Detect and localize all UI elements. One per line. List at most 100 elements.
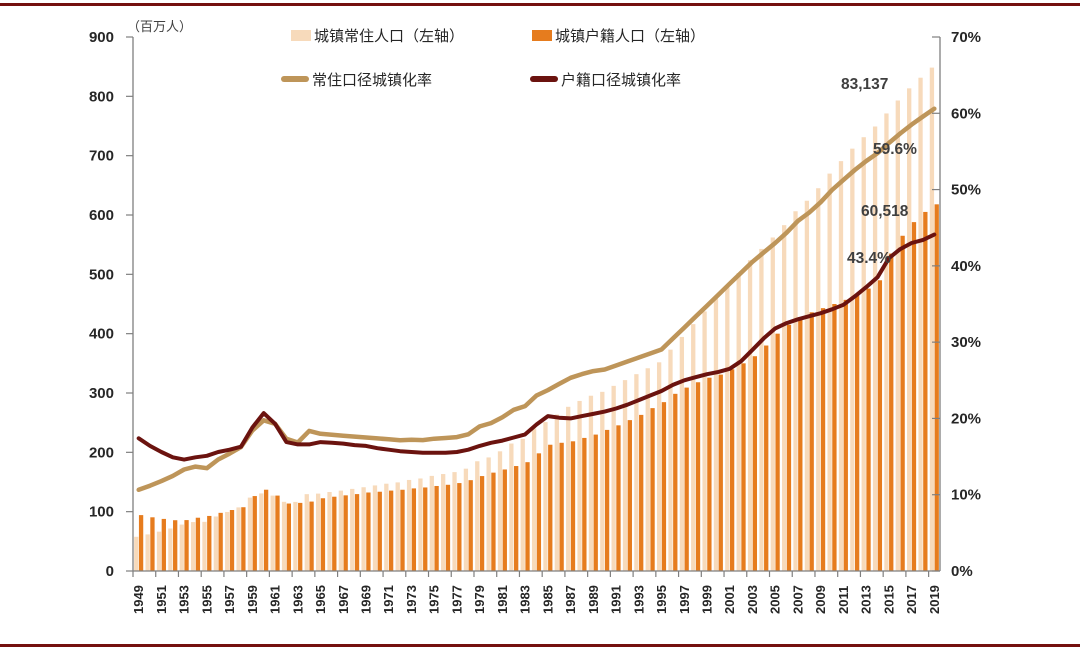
bar-hukou-population [877,280,883,571]
legend-label-hukou-bar: 城镇户籍人口（左轴） [555,27,706,45]
bar-hukou-population [525,462,530,571]
x-axis-year-label: 1985 [540,585,555,614]
annotation-hukou-population-value: 60,518 [861,203,909,220]
bar-permanent-population [793,211,798,572]
bar-hukou-population [332,496,337,571]
bar-permanent-population [679,336,685,571]
bar-hukou-population [138,515,144,571]
bar-permanent-population [327,492,332,571]
legend-swatch-permanent-bar [291,29,311,41]
bar-hukou-population [741,363,746,571]
left-axis-tick-label: 800 [89,88,114,105]
x-axis-year-label: 1975 [427,585,442,614]
x-axis-year-label: 1967 [336,585,351,614]
bar-permanent-population [168,528,173,571]
bar-permanent-population [213,516,218,571]
bar-hukou-population [616,425,621,571]
bar-permanent-population [668,349,673,571]
bar-permanent-population [497,451,503,571]
bar-hukou-population [366,492,371,571]
annotation-hukou-rate-value: 43.4% [847,250,891,267]
left-axis-tick-label: 700 [89,148,114,165]
legend-item-hukou-urbanization-rate: 户籍口径城镇化率 [530,69,681,89]
x-axis-year-label: 2005 [768,585,783,614]
bar-permanent-population [691,324,696,571]
top-divider [0,3,1080,6]
bar-hukou-population [434,485,439,571]
x-axis-year-label: 1995 [654,585,669,614]
bar-hukou-population [593,434,598,571]
bar-hukou-population [479,476,485,571]
bar-permanent-population [816,188,821,572]
bar-permanent-population [202,521,207,571]
bar-permanent-population [747,260,753,571]
bar-permanent-population [338,490,344,571]
bar-hukou-population [536,453,542,571]
bar-hukou-population [320,498,326,571]
left-axis-tick-label: 300 [89,385,114,402]
left-axis-tick-label: 200 [89,444,114,461]
x-axis-year-label: 1963 [290,585,305,614]
bar-hukou-population [298,502,303,571]
bar-permanent-population [520,438,525,571]
bar-hukou-population [923,211,928,571]
left-axis-tick-label: 0 [106,563,114,580]
bar-permanent-population [907,88,912,571]
bar-permanent-population [315,493,321,571]
bar-permanent-population [725,285,730,571]
x-axis-year-label: 1953 [177,585,192,614]
bar-permanent-population [577,400,582,571]
x-axis-year-label: 1993 [631,585,646,614]
x-axis-year-label: 2013 [859,585,874,614]
bar-hukou-population [400,489,405,571]
bar-hukou-population [661,402,667,571]
bar-permanent-population [929,67,935,571]
bar-permanent-population [918,77,923,571]
bar-hukou-population [820,308,826,571]
bar-permanent-population [713,298,719,571]
bar-hukou-population [457,483,462,571]
bar-hukou-population [263,489,269,571]
annotation-permanent-rate-value: 59.6% [873,141,917,158]
bar-hukou-population [207,515,212,571]
bar-hukou-population [275,495,280,571]
bar-permanent-population [838,161,844,571]
bar-hukou-population [229,510,235,571]
x-axis-year-label: 1973 [404,585,419,614]
bar-permanent-population [225,511,230,571]
left-axis-tick-label: 100 [89,504,114,521]
x-axis-year-label: 1991 [609,585,624,614]
bar-permanent-population [236,507,241,571]
bar-permanent-population [736,273,741,571]
bar-permanent-population [418,478,423,571]
right-axis-tick-label: 20% [951,410,981,427]
bar-hukou-population [173,520,178,571]
bar-hukou-population [786,324,792,571]
bar-permanent-population [429,475,434,571]
bar-hukou-population [911,222,917,571]
bar-permanent-population [179,524,184,571]
bar-hukou-population [468,480,473,571]
bar-hukou-population [752,356,758,571]
bar-hukou-population [377,491,382,571]
bar-hukou-population [843,299,848,571]
bar-permanent-population [850,148,855,571]
legend-item-urban-permanent-population: 城镇常住人口（左轴） [291,25,464,45]
bar-hukou-population [309,501,314,571]
right-axis-tick-label: 30% [951,334,981,351]
bar-permanent-population [884,113,889,571]
bar-hukou-population [650,408,655,571]
right-axis-tick-label: 10% [951,487,981,504]
bar-hukou-population [241,507,246,571]
bar-permanent-population [304,494,309,571]
x-axis-year-label: 1989 [586,585,601,614]
bar-hukou-population [718,374,723,571]
bar-permanent-population [293,501,298,571]
left-axis-tick-label: 400 [89,326,114,343]
right-axis-tick-label: 70% [951,29,981,46]
bar-permanent-population [406,479,412,571]
x-axis-year-label: 1971 [381,585,396,614]
bar-hukou-population [764,345,769,571]
bar-permanent-population [281,501,287,571]
x-axis-year-label: 1977 [449,585,464,614]
